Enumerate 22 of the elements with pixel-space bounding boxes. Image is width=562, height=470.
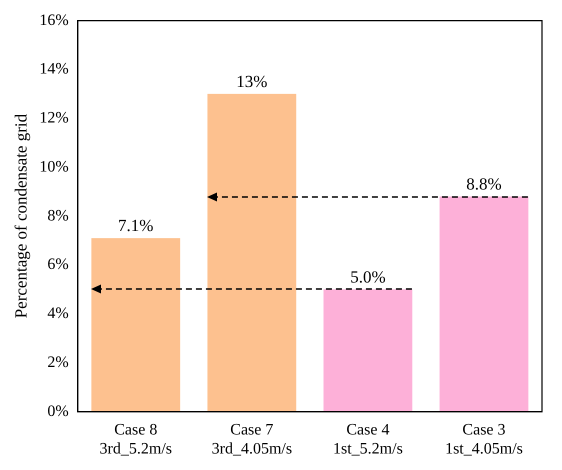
y-tick-label: 4% (47, 305, 69, 322)
y-tick-label: 6% (47, 256, 69, 274)
data-label: 5.0% (350, 267, 386, 286)
y-tick-label: 12% (39, 110, 69, 127)
x-tick-label: Case 3 1st_4.05m/s (445, 421, 523, 458)
x-tick-label: Case 7 3rd_4.05m/s (212, 421, 292, 458)
data-label: 13% (236, 72, 268, 91)
bar (91, 238, 180, 412)
data-label: 7.1% (118, 216, 154, 236)
y-tick-label: 2% (47, 354, 69, 371)
x-tick-label: Case 4 1st_5.2m/s (333, 421, 403, 458)
y-tick-label: 8% (47, 207, 69, 224)
y-axis-title: Percentage of condensate grid (12, 113, 31, 318)
y-tick-label: 10% (39, 158, 69, 176)
bar (440, 196, 528, 412)
x-tick-label: Case 8 3rd_5.2m/s (100, 421, 172, 458)
bar (207, 94, 296, 412)
data-label: 8.8% (466, 174, 502, 194)
bar (324, 289, 412, 412)
y-tick-label: 16% (39, 12, 69, 29)
y-tick-label: 0% (47, 402, 69, 420)
y-tick-label: 14% (39, 60, 69, 78)
